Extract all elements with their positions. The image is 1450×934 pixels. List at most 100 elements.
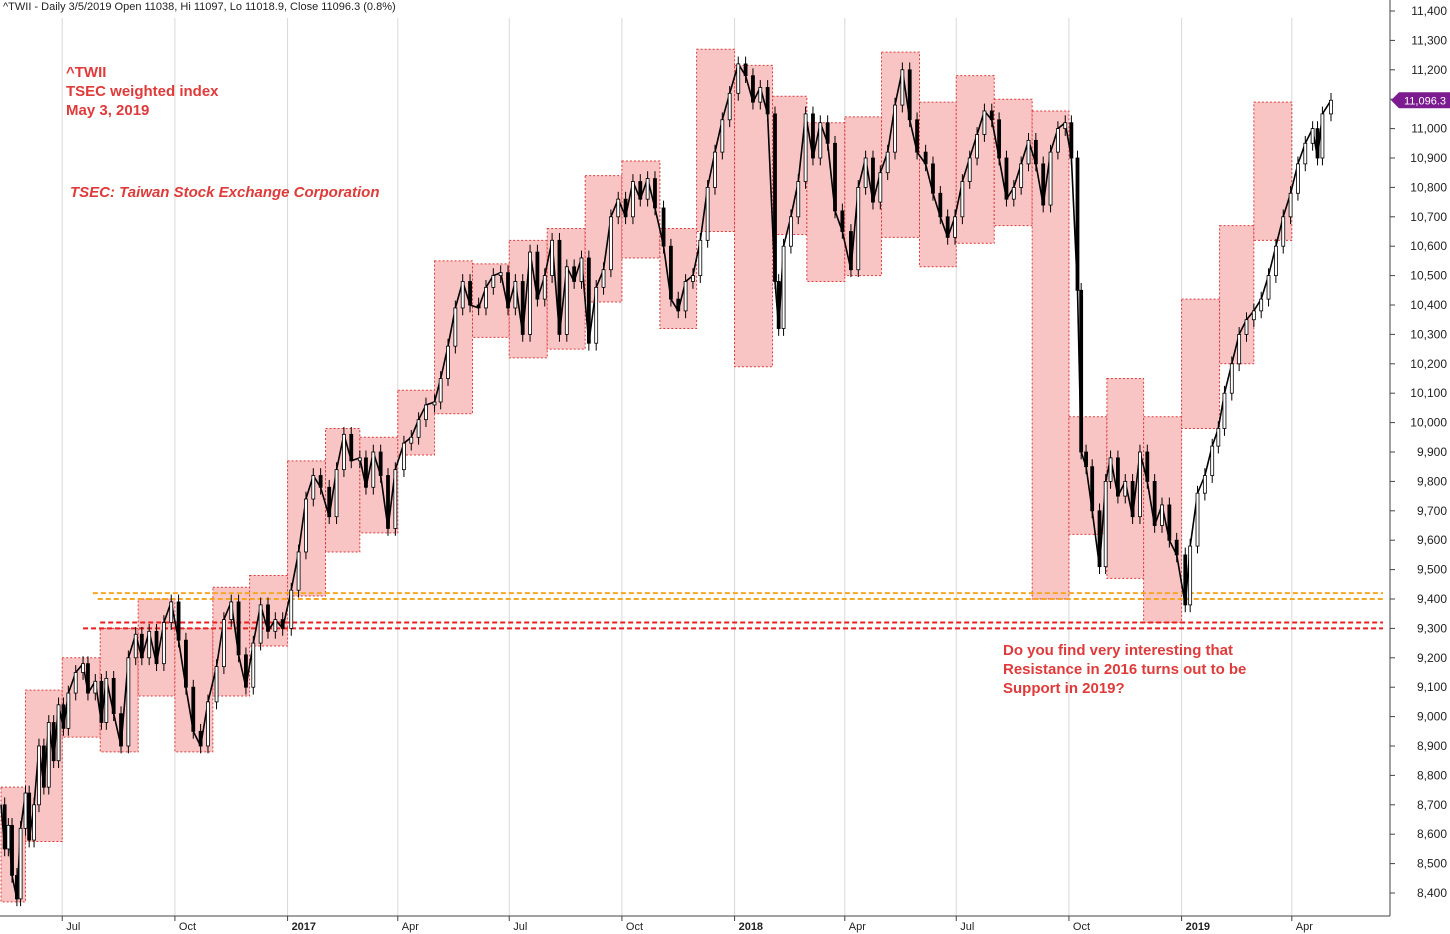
candle-body-82 [557, 239, 562, 335]
candle-body-34 [198, 730, 203, 747]
candle-body-81 [550, 239, 555, 277]
y-tick-label-20: 10,400 [1410, 298, 1447, 312]
candle-body-40 [244, 654, 248, 688]
candle-body-177 [1237, 333, 1242, 365]
candle-body-155 [1084, 451, 1088, 468]
candle-body-83 [564, 266, 569, 335]
price-series [0, 56, 1333, 907]
candle-body-92 [631, 181, 635, 218]
candle-body-31 [176, 601, 181, 641]
candle-body-56 [364, 457, 368, 488]
y-tick-label-26: 11,000 [1411, 122, 1447, 136]
candle-body-97 [668, 245, 673, 300]
last-value-label: 11,096.3 [1404, 95, 1446, 107]
candle-body-77 [520, 281, 525, 335]
candle-body-94 [645, 178, 650, 200]
candle-body-129 [900, 69, 905, 106]
candle-body-137 [960, 181, 965, 218]
candle-body-63 [416, 419, 421, 438]
candle-body-136 [953, 216, 957, 238]
note-line-2: Resistance in 2016 turns out to be [1003, 661, 1247, 678]
candle-body-130 [907, 69, 912, 121]
range-box-25 [919, 101, 957, 268]
chart-title-block: ^TWII TSEC weighted index May 3, 2019 [66, 63, 219, 120]
candle-body-180 [1259, 298, 1264, 312]
candle-body-7 [27, 792, 32, 841]
candle-body-37 [221, 619, 226, 668]
candle-body-3 [10, 824, 14, 876]
y-tick-label-28: 11,200 [1411, 63, 1447, 77]
note-line-3: Support in 2019? [1003, 680, 1125, 697]
candle-body-50 [318, 475, 323, 488]
candle-body-72 [484, 286, 488, 309]
candle-body-29 [161, 622, 166, 665]
candle-body-5 [18, 827, 23, 900]
candle-body-55 [357, 457, 362, 462]
candle-body-85 [579, 257, 584, 282]
candle-body-54 [349, 433, 354, 462]
candle-body-158 [1103, 480, 1108, 568]
note-line-1: Do you find very interesting that [1003, 642, 1234, 659]
candle-body-103 [713, 151, 717, 188]
candle-body-12 [51, 722, 56, 762]
candle-body-104 [720, 119, 725, 153]
x-tick-label-3: Apr [402, 921, 419, 933]
candle-body-185 [1296, 163, 1300, 194]
candle-body-39 [236, 601, 241, 656]
candle-body-127 [885, 151, 890, 174]
x-tick-label-11: Apr [1296, 921, 1313, 933]
y-tick-label-18: 10,200 [1410, 357, 1447, 371]
candle-body-53 [342, 433, 346, 471]
candle-body-173 [1210, 445, 1215, 476]
y-tick-label-24: 10,800 [1410, 180, 1447, 194]
candle-body-113 [781, 245, 786, 329]
candle-body-35 [206, 701, 210, 747]
candle-body-91 [623, 198, 628, 218]
candle-body-120 [833, 142, 837, 212]
candle-body-131 [915, 119, 919, 153]
y-tick-label-7: 9,100 [1417, 680, 1447, 694]
candle-body-157 [1097, 510, 1102, 568]
candle-body-100 [691, 275, 695, 282]
y-tick-label-1: 8,500 [1417, 857, 1447, 871]
candle-body-66 [438, 378, 443, 403]
candle-body-75 [506, 272, 510, 309]
candle-body-147 [1033, 139, 1038, 165]
y-tick-label-15: 9,900 [1417, 445, 1447, 459]
chart-subtitle: TSEC: Taiwan Stock Exchange Corporation [70, 184, 380, 201]
candle-body-64 [424, 404, 428, 421]
y-tick-label-16: 10,000 [1410, 416, 1447, 430]
candle-body-174 [1216, 428, 1221, 447]
y-tick-label-10: 9,400 [1417, 592, 1447, 606]
y-tick-label-9: 9,300 [1417, 621, 1447, 635]
candle-body-167 [1167, 504, 1172, 541]
candle-body-2 [6, 824, 11, 850]
range-box-28 [1031, 110, 1070, 600]
candle-body-62 [409, 436, 414, 444]
support-resistance-lines [83, 592, 1383, 630]
y-tick-label-4: 8,800 [1417, 768, 1447, 782]
candle-body-182 [1273, 245, 1278, 276]
candle-body-101 [698, 239, 703, 277]
y-tick-label-17: 10,100 [1410, 386, 1447, 400]
candle-body-36 [214, 666, 219, 703]
candle-body-142 [997, 119, 1002, 159]
title-symbol: ^TWII [66, 64, 107, 81]
monthly-range-boxes [0, 48, 1293, 903]
candle-body-86 [586, 257, 591, 344]
candle-body-13 [56, 704, 61, 762]
candle-body-188 [1315, 128, 1320, 159]
y-tick-label-5: 8,900 [1417, 739, 1447, 753]
candle-body-125 [871, 157, 875, 203]
candle-body-108 [751, 75, 755, 103]
candle-body-68 [453, 307, 458, 347]
candle-body-22 [111, 677, 116, 715]
range-box-19 [696, 48, 736, 232]
candle-body-149 [1048, 151, 1053, 206]
candle-body-71 [476, 304, 481, 309]
y-tick-label-29: 11,300 [1411, 33, 1447, 47]
candle-body-84 [572, 266, 577, 282]
candle-body-11 [46, 722, 51, 788]
x-axis-tick-labels: Jul Oct 2017 Apr Jul Oct 2018 Apr Jul Oct 2019 Apr [66, 921, 1313, 933]
